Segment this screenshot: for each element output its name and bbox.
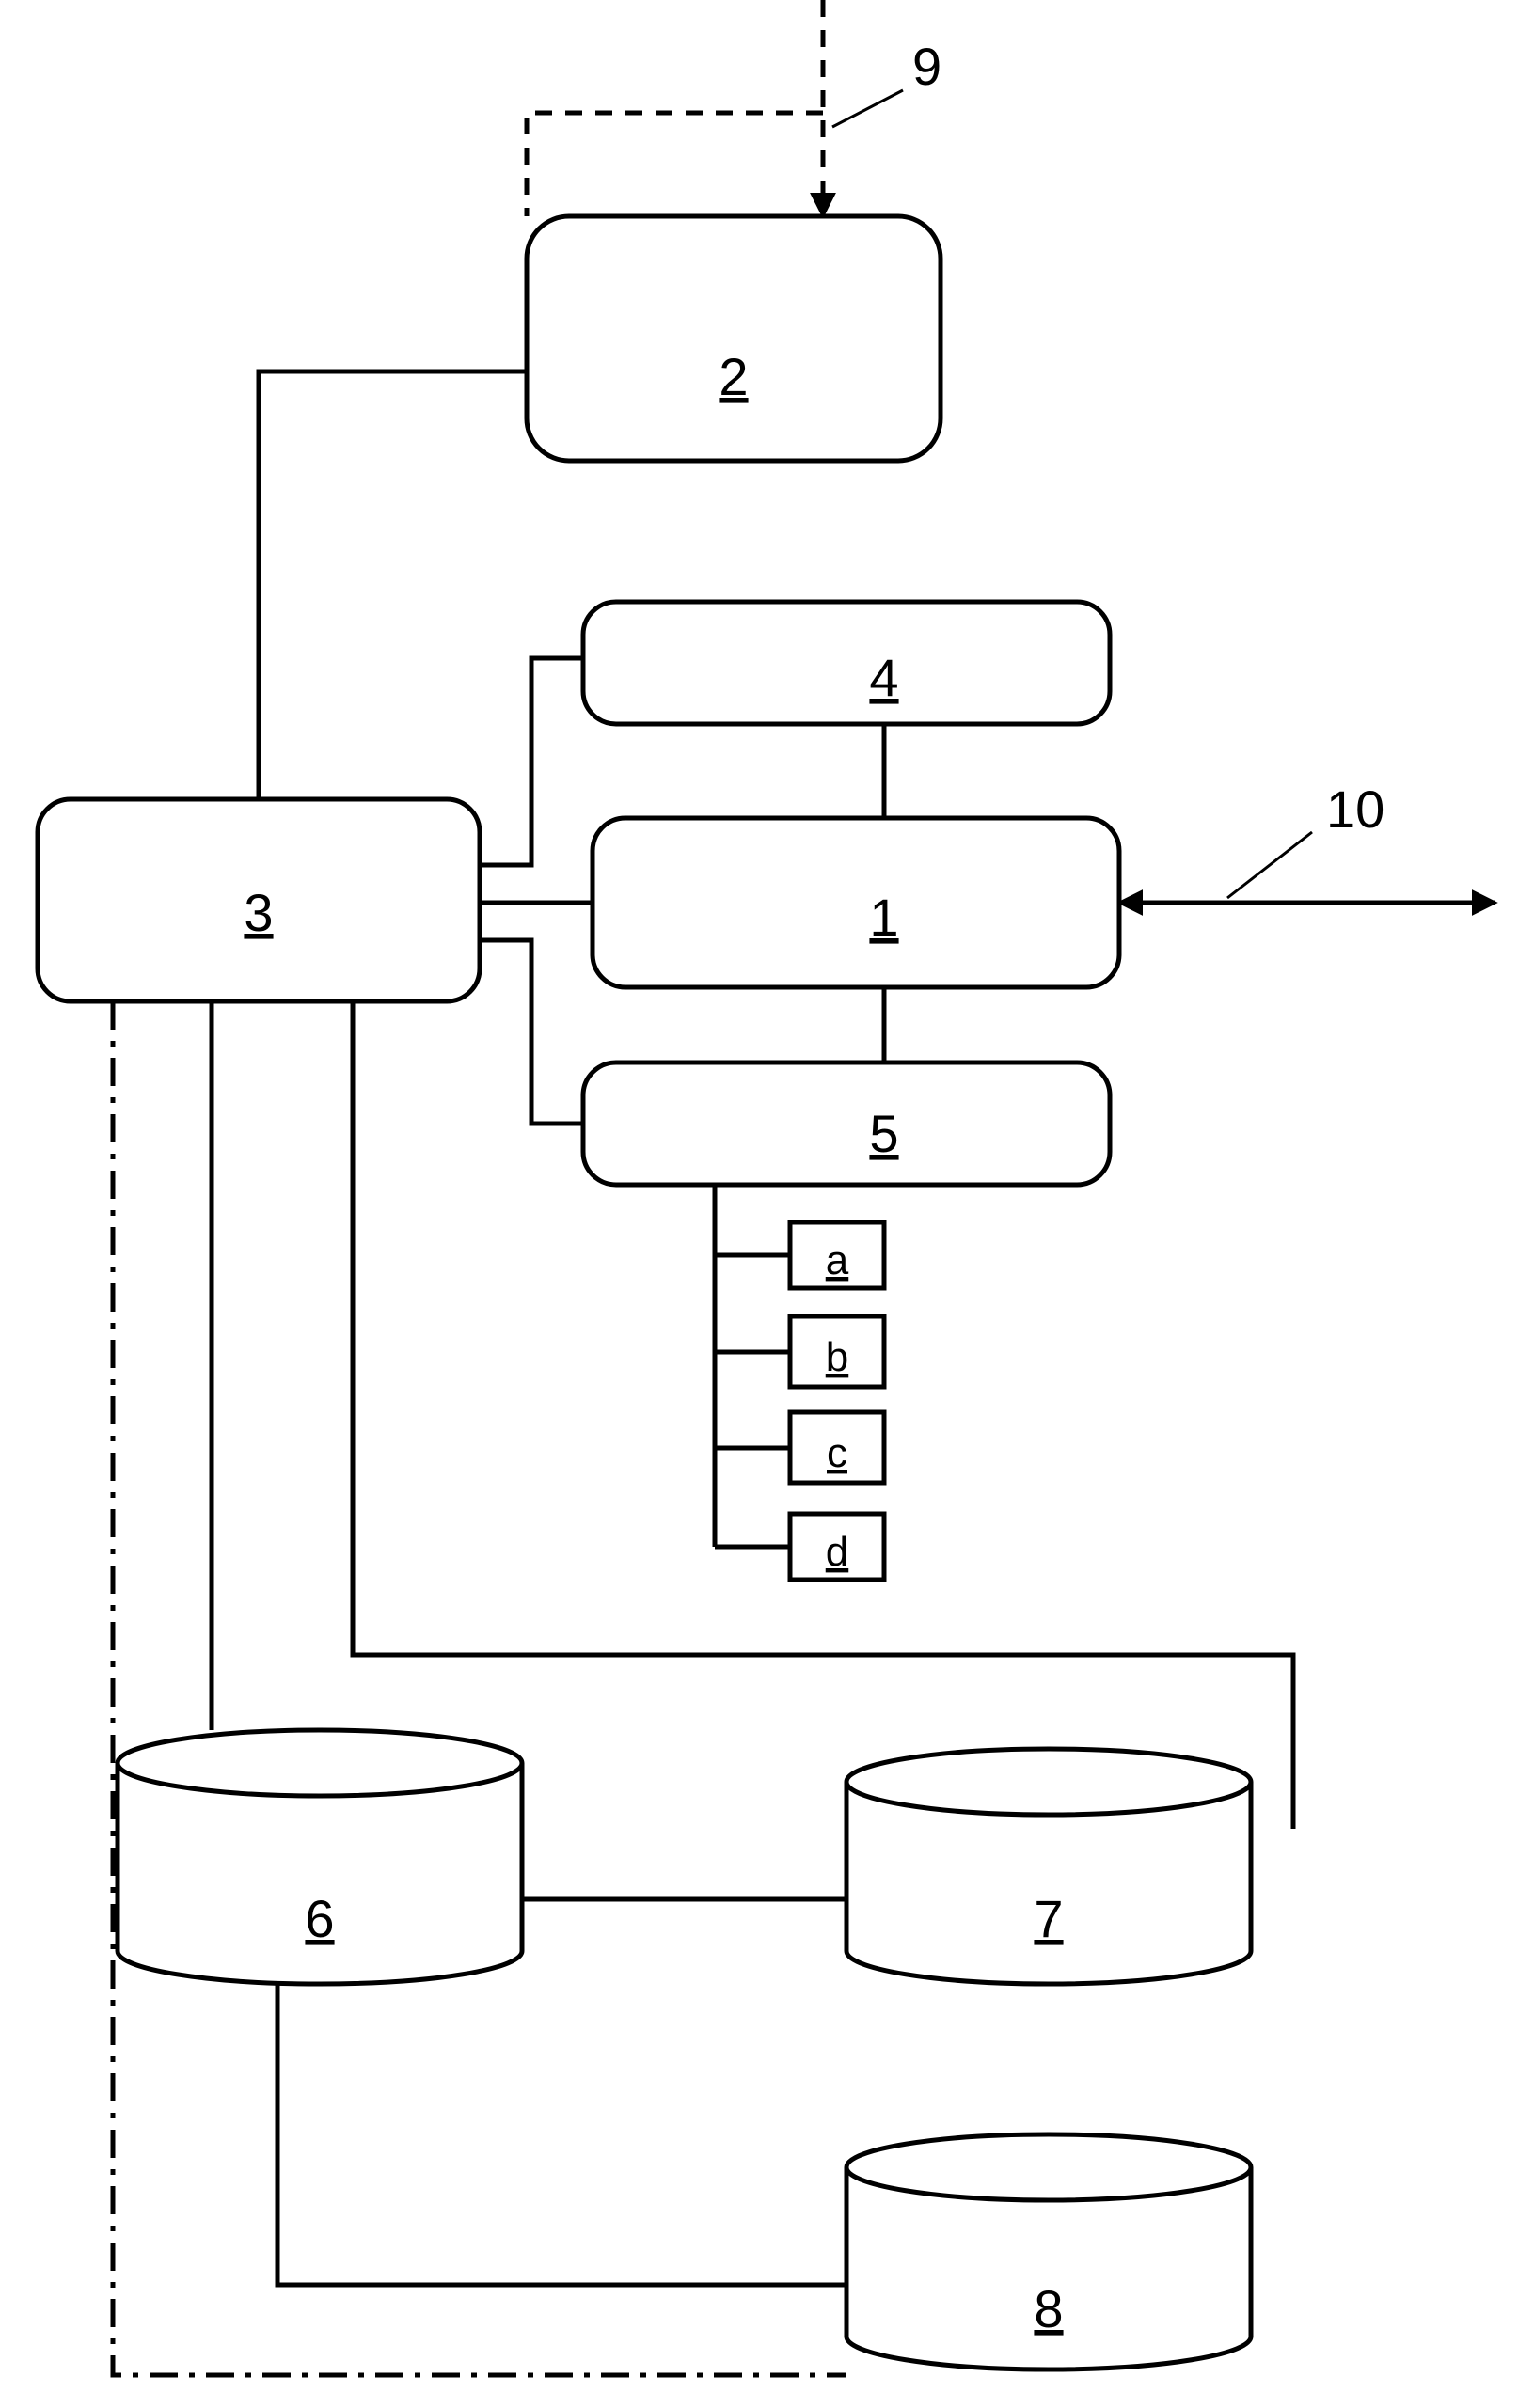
node-na: a	[790, 1222, 884, 1288]
callout-label-l10: 10	[1326, 779, 1384, 839]
node-nb: b	[790, 1316, 884, 1387]
node-label-n8: 8	[1034, 2279, 1063, 2338]
node-label-n2: 2	[719, 347, 748, 406]
node-label-nb: b	[826, 1334, 848, 1380]
node-label-n5: 5	[869, 1104, 898, 1163]
edge-e2_3	[259, 371, 527, 799]
callout-label-l9: 9	[912, 37, 941, 96]
node-n4: 4	[583, 602, 1110, 724]
edge-e3_5	[480, 940, 583, 1124]
node-label-na: a	[826, 1237, 849, 1283]
node-label-n6: 6	[305, 1889, 334, 1948]
edge-e2_dashed_left	[527, 113, 823, 216]
leader-l10	[1227, 832, 1312, 898]
edge-e3_4	[480, 658, 583, 865]
node-n2: 2	[527, 216, 941, 461]
node-label-nc: c	[827, 1430, 847, 1476]
node-label-n3: 3	[244, 883, 273, 942]
node-label-nd: d	[826, 1529, 848, 1575]
node-n5: 5	[583, 1062, 1110, 1185]
edge-e3_8_dashdot	[113, 1001, 846, 2375]
edge-e6_8	[277, 1984, 846, 2285]
node-label-n7: 7	[1034, 1889, 1063, 1948]
node-n8: 8	[846, 2134, 1251, 2369]
leader-l9	[832, 90, 903, 127]
node-n1: 1	[593, 818, 1119, 987]
system-diagram: 2 3 4 1 5 a b c d 6 7 8 9 10	[0, 0, 1534, 2408]
node-label-n1: 1	[869, 888, 898, 947]
node-label-n4: 4	[869, 648, 898, 707]
node-nd: d	[790, 1514, 884, 1580]
node-n3: 3	[38, 799, 480, 1001]
node-n7: 7	[846, 1749, 1251, 1984]
node-n6: 6	[118, 1730, 522, 1984]
node-nc: c	[790, 1412, 884, 1483]
